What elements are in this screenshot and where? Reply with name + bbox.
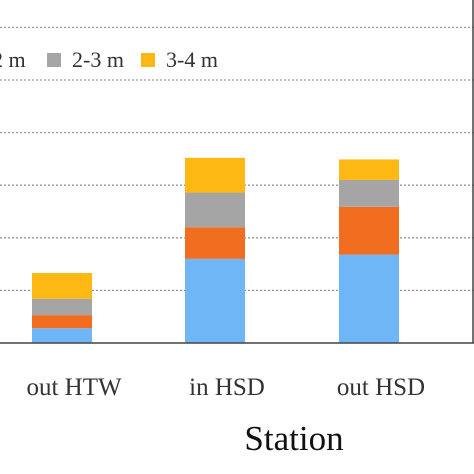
- bar-segment-4-in-hsd: [185, 157, 245, 193]
- legend-swatch: [141, 53, 155, 67]
- bar-segment-1-in-hsd: [185, 258, 245, 343]
- bar-segment-1-out-htw: [32, 328, 92, 343]
- x-tick-labels: out HTW in HSD out HSD: [26, 374, 425, 401]
- legend: 2 m 2-3 m 3-4 m: [0, 47, 218, 72]
- bar-segment-2-out-hsd: [339, 206, 399, 255]
- legend-label: 2 m: [0, 47, 26, 72]
- bar-segment-3-in-hsd: [185, 192, 245, 228]
- bar-segment-3-out-htw: [32, 298, 92, 316]
- x-tick-label: out HTW: [26, 374, 122, 401]
- bar-stack-in-hsd: [185, 157, 245, 343]
- bar-segment-4-out-htw: [32, 273, 92, 299]
- legend-swatch: [47, 53, 61, 67]
- bar-segment-3-out-hsd: [339, 179, 399, 207]
- axes: [0, 0, 474, 344]
- x-tick-label: in HSD: [189, 374, 265, 401]
- bar-stacks: [32, 157, 399, 343]
- legend-label: 2-3 m: [72, 47, 124, 72]
- bar-segment-2-out-htw: [32, 315, 92, 329]
- bar-segment-4-out-hsd: [339, 159, 399, 180]
- legend-label: 3-4 m: [166, 47, 218, 72]
- bar-segment-2-in-hsd: [185, 227, 245, 259]
- bar-stack-out-hsd: [339, 159, 399, 343]
- bar-segment-1-out-hsd: [339, 254, 399, 343]
- x-axis-title: Station: [244, 419, 343, 458]
- bar-stack-out-htw: [32, 273, 92, 343]
- x-tick-label: out HSD: [337, 374, 425, 401]
